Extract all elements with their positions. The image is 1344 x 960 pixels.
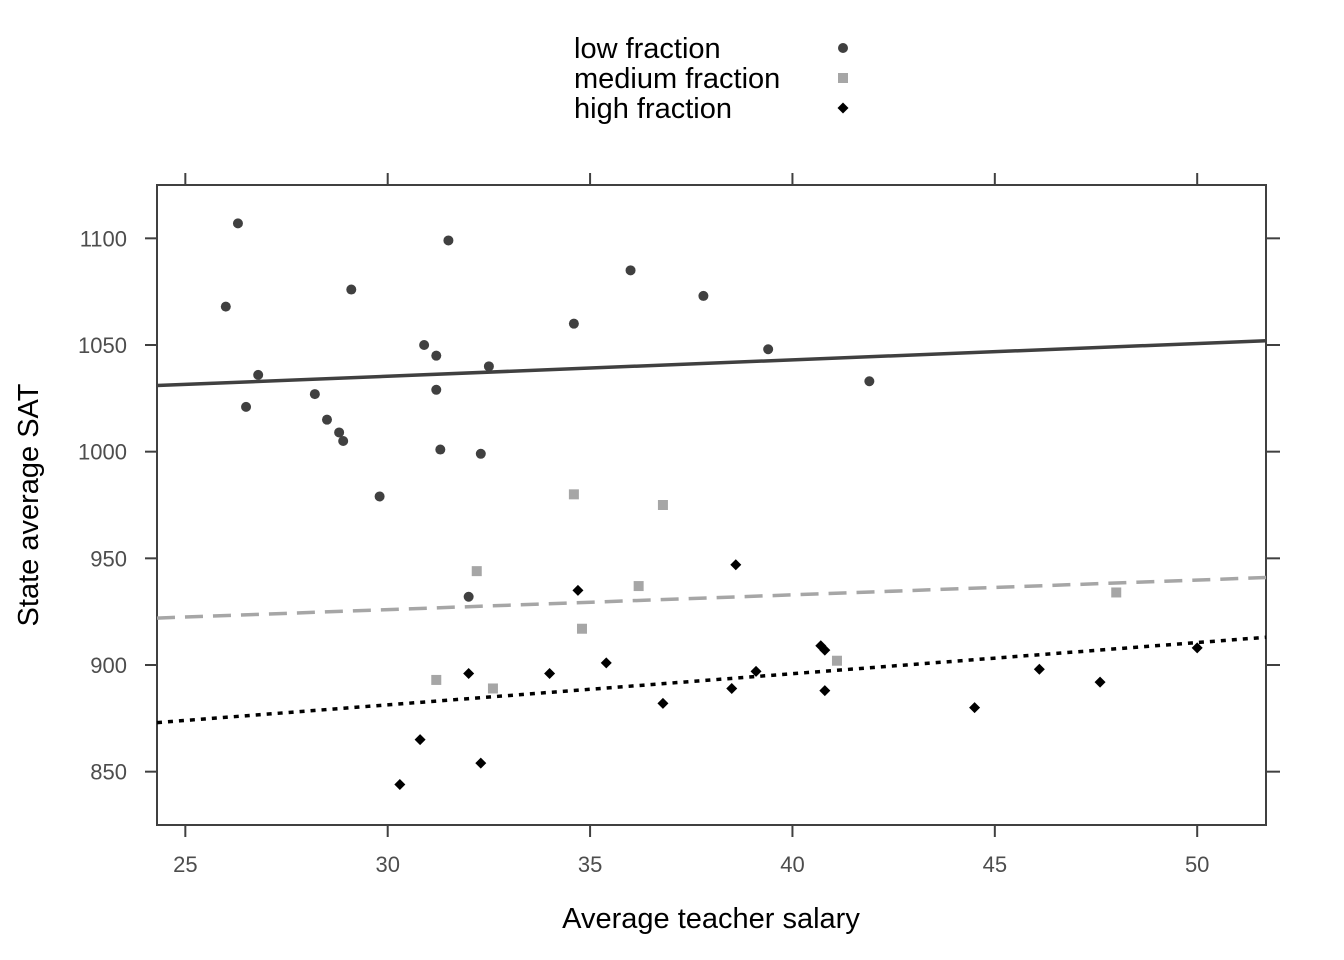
x-tick-label: 50 [1185, 852, 1209, 877]
data-point-series-1 [220, 301, 231, 312]
x-tick-label: 35 [578, 852, 602, 877]
data-point-series-2 [487, 683, 498, 694]
data-point-series-1 [419, 340, 430, 350]
data-point-series-1 [864, 376, 875, 387]
data-point-series-3 [730, 559, 742, 571]
data-point-series-3 [657, 697, 669, 709]
y-tick-label: 1050 [78, 333, 127, 358]
data-point-series-3 [750, 665, 762, 677]
data-point-series-3 [1033, 663, 1045, 675]
data-point-series-1 [241, 401, 252, 412]
data-point-series-3 [819, 644, 831, 656]
data-point-series-3 [463, 668, 475, 680]
fit-line-1 [156, 338, 1267, 388]
data-point-series-2 [576, 623, 587, 634]
data-point-series-3 [394, 778, 406, 790]
data-point-series-2 [568, 489, 579, 500]
data-point-series-2 [831, 655, 842, 666]
data-point-series-1 [443, 235, 454, 246]
data-point-series-1 [568, 318, 579, 329]
x-axis-title: Average teacher salary [562, 903, 860, 935]
data-point-series-3 [1094, 676, 1106, 688]
data-point-series-1 [334, 427, 345, 438]
fit-line-3 [156, 635, 1267, 725]
data-point-series-1 [431, 350, 442, 361]
legend-label: medium fraction [574, 63, 780, 95]
data-point-series-1 [483, 361, 494, 372]
data-point-series-3 [600, 657, 612, 669]
data-point-series-3 [544, 668, 556, 680]
data-point-series-1 [338, 436, 349, 446]
data-point-series-3 [414, 734, 426, 746]
x-axis: 25 30 35 40 45 50 [173, 173, 1209, 877]
data-point-series-1 [253, 369, 264, 380]
data-point-series-3 [969, 702, 981, 714]
y-axis-title: State average SAT [13, 383, 45, 626]
data-points [220, 218, 1203, 790]
data-point-series-1 [232, 218, 243, 229]
data-point-series-3 [819, 685, 831, 697]
data-point-series-1 [475, 448, 486, 459]
data-point-series-3 [726, 682, 738, 694]
data-point-series-3 [475, 757, 487, 769]
data-point-series-1 [698, 290, 709, 301]
x-tick-label: 40 [780, 852, 804, 877]
legend-marker [837, 102, 849, 114]
data-point-series-1 [625, 265, 636, 276]
y-tick-label: 900 [90, 653, 127, 678]
x-tick-label: 30 [375, 852, 399, 877]
data-point-series-2 [431, 674, 442, 685]
y-tick-label: 1000 [78, 440, 127, 465]
data-point-series-1 [435, 444, 446, 455]
data-point-series-1 [463, 591, 474, 602]
data-point-series-2 [1111, 587, 1122, 598]
y-tick-label: 1100 [80, 226, 127, 251]
data-point-series-1 [763, 344, 774, 355]
data-point-series-3 [1191, 642, 1203, 654]
data-point-series-2 [471, 566, 482, 577]
data-point-series-3 [572, 584, 584, 596]
plot-frame [156, 184, 1267, 826]
legend-label: low fraction [574, 33, 721, 65]
fit-lines [156, 338, 1267, 725]
data-point-series-1 [346, 284, 357, 295]
legend-label: high fraction [574, 93, 732, 125]
data-point-series-2 [633, 581, 644, 592]
data-point-series-1 [321, 414, 332, 425]
y-tick-label: 850 [90, 760, 127, 785]
y-axis: 850 900 950 1000 1050 1100 [78, 226, 1280, 785]
legend-marker [838, 73, 848, 83]
y-tick-label: 950 [90, 546, 127, 571]
data-point-series-1 [431, 384, 442, 395]
data-point-series-2 [657, 500, 668, 510]
x-tick-label: 25 [173, 852, 197, 877]
data-point-series-1 [374, 491, 385, 502]
x-tick-label: 45 [983, 852, 1007, 877]
data-point-series-1 [309, 389, 320, 400]
fit-line-2 [156, 575, 1267, 620]
legend-marker [838, 43, 848, 53]
